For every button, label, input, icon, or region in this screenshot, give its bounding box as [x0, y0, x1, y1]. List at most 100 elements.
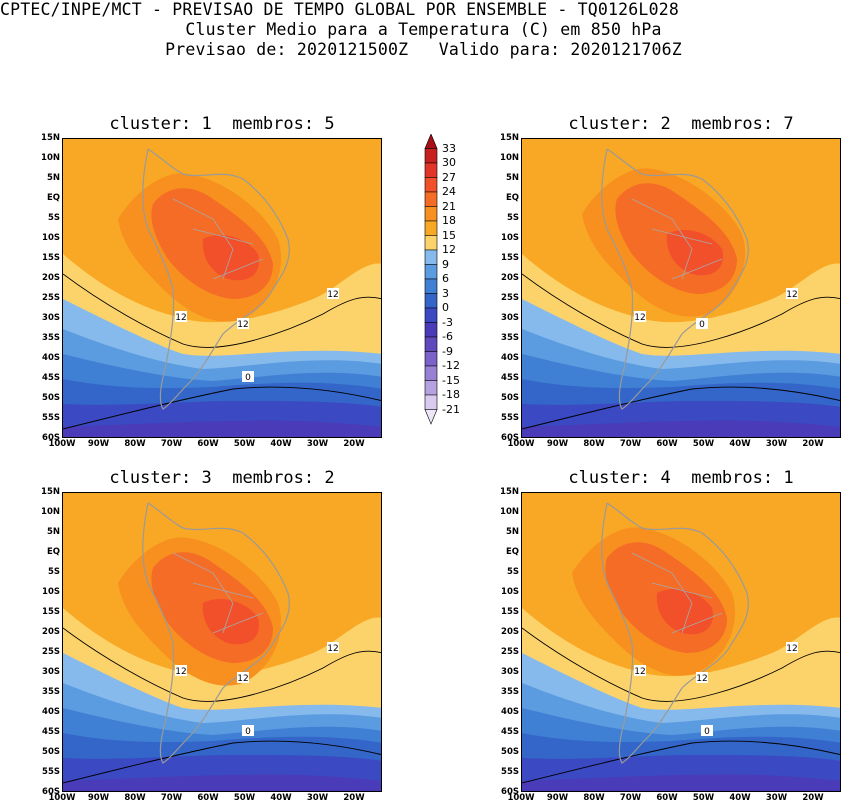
- colorbar-level-label: -6: [442, 330, 453, 343]
- colorbar-swatch: [424, 322, 438, 338]
- temperature-band: [63, 774, 381, 791]
- lat-tick-label: 45S: [501, 373, 519, 383]
- lat-tick-label: 30S: [42, 667, 60, 677]
- contour-label: 12: [237, 674, 248, 684]
- coastline: [142, 502, 290, 764]
- lon-tick-label: 70W: [160, 793, 183, 803]
- lon-tick-label: 90W: [87, 793, 110, 803]
- colorbar-level-label: -9: [442, 344, 453, 358]
- lon-tick-label: 30W: [306, 793, 329, 803]
- lat-tick-label: 55S: [42, 767, 60, 777]
- colorbar-swatch: [424, 249, 438, 265]
- contour-label-box: [696, 318, 708, 329]
- lon-tick-label: 100W: [507, 793, 535, 803]
- lat-tick-label: 45S: [42, 373, 60, 383]
- lon-tick-label: 90W: [546, 793, 569, 803]
- colorbar-level-label: -12: [442, 359, 460, 372]
- colorbar-swatch: [424, 220, 438, 236]
- contour-0: [63, 386, 381, 430]
- contour-label-box: [242, 371, 254, 382]
- lat-tick-label: 15N: [41, 487, 60, 497]
- colorbar-swatch: [424, 264, 438, 280]
- contour-label-box: [175, 665, 187, 676]
- header: CPTEC/INPE/MCT - PREVISAO DE TEMPO GLOBA…: [0, 0, 847, 60]
- lat-tick-label: 10N: [500, 153, 519, 163]
- lon-tick-label: 40W: [270, 439, 292, 449]
- lat-tick-label: 50S: [42, 393, 60, 403]
- lat-tick-label: 30S: [501, 667, 519, 677]
- lat-tick-label: 15S: [501, 253, 519, 263]
- colorbar-swatch: [424, 278, 438, 294]
- contour-label-box: [786, 642, 798, 653]
- contour-label-box: [327, 288, 339, 299]
- contour-label: 12: [696, 674, 707, 684]
- colorbar-swatch: [424, 409, 438, 425]
- lon-tick-label: 40W: [729, 793, 751, 803]
- colorbar-swatch: [424, 162, 438, 178]
- warm-core-band: [202, 598, 259, 645]
- contour-label: 12: [786, 290, 797, 300]
- panel-title-2: cluster: 2 membros: 7: [568, 114, 794, 134]
- lat-tick-label: 55S: [501, 767, 519, 777]
- lat-tick-label: 40S: [42, 353, 60, 363]
- lon-tick-label: 80W: [124, 793, 146, 803]
- colorbar-level-label: 21: [442, 199, 456, 213]
- colorbar-swatch: [424, 307, 438, 323]
- lat-tick-label: 25S: [501, 293, 519, 303]
- header-line-3: Previsao de: 2020121500Z Valido para: 20…: [165, 40, 682, 59]
- lon-tick-label: 80W: [124, 439, 146, 449]
- colorbar-swatch: [424, 148, 438, 164]
- contour-12: [522, 273, 840, 348]
- contour-label-box: [327, 642, 339, 653]
- country-borders: [172, 198, 264, 280]
- lat-tick-label: 60S: [501, 787, 519, 797]
- header-line-2: Cluster Medio para a Temperatura (C) em …: [185, 20, 662, 39]
- contour-label: 12: [237, 320, 248, 330]
- contour-label-box: [634, 665, 646, 676]
- colorbar-level-label: 30: [442, 156, 456, 169]
- colorbar-swatch: [424, 235, 438, 251]
- contour-label: 12: [175, 313, 186, 323]
- lat-tick-label: 15N: [41, 133, 60, 143]
- contour-label-box: [696, 672, 708, 683]
- warm-core-band: [202, 234, 259, 281]
- contour-label-box: [786, 288, 798, 299]
- colorbar-swatch: [424, 293, 438, 309]
- lat-tick-label: 10N: [41, 507, 60, 517]
- lon-tick-label: 20W: [343, 439, 365, 449]
- lon-tick-label: 30W: [306, 439, 329, 449]
- lat-tick-label: 20S: [42, 627, 60, 637]
- lat-tick-label: 50S: [501, 747, 519, 757]
- lat-tick-label: 40S: [501, 707, 519, 717]
- contour-label: 12: [634, 313, 645, 323]
- lat-tick-label: 45S: [501, 727, 519, 737]
- lat-tick-label: 10N: [41, 153, 60, 163]
- lon-tick-label: 30W: [765, 439, 788, 449]
- lat-tick-label: 10S: [42, 587, 60, 597]
- contour-label: 0: [699, 320, 705, 330]
- temperature-band: [522, 420, 840, 437]
- lat-tick-label: 20S: [42, 273, 60, 283]
- lon-tick-label: 40W: [270, 793, 292, 803]
- lat-tick-label: 15S: [501, 607, 519, 617]
- lat-tick-label: 5N: [46, 527, 60, 537]
- lon-tick-label: 50W: [233, 439, 256, 449]
- warm-core-band: [656, 588, 713, 635]
- map-panel-2: 12 12 0: [521, 138, 841, 438]
- colorbar-swatch: [424, 206, 438, 222]
- colorbar-level-label: 9: [442, 257, 449, 271]
- contour-0: [522, 740, 840, 784]
- lat-tick-label: EQ: [505, 547, 519, 557]
- contour-12: [522, 627, 840, 702]
- lon-tick-label: 90W: [87, 439, 110, 449]
- lat-tick-label: 20S: [501, 627, 519, 637]
- lat-tick-label: 5S: [47, 567, 60, 577]
- lat-tick-label: 55S: [42, 413, 60, 423]
- lat-tick-label: 5N: [46, 173, 60, 183]
- lat-tick-label: 30S: [501, 313, 519, 323]
- lon-tick-label: 60W: [197, 439, 219, 449]
- contour-label-box: [237, 672, 249, 683]
- lat-tick-label: 15N: [500, 133, 519, 143]
- lat-tick-label: 35S: [42, 687, 60, 697]
- lon-tick-label: 80W: [583, 439, 605, 449]
